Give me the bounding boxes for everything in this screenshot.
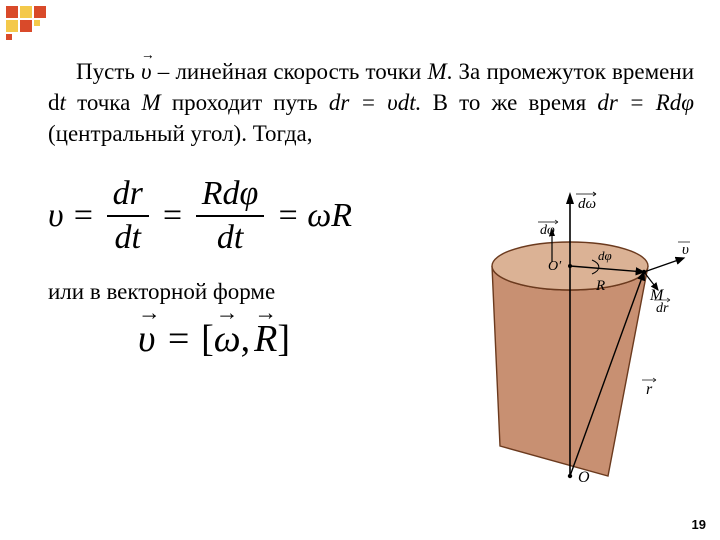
t-M: М — [427, 59, 446, 84]
corner-logo — [6, 6, 62, 44]
eq-inline1: dr = υdt. — [329, 90, 422, 115]
fv-close: ] — [277, 317, 290, 361]
paragraph-1: Пусть υ – линейная скорость точки М. За … — [48, 56, 694, 149]
f-omegaR: ωR — [307, 197, 352, 235]
f-dr: dr — [107, 175, 149, 217]
rotation-diagram: dωdφO′RdφMυdrrO — [470, 186, 690, 501]
svg-text:R: R — [595, 278, 605, 294]
svg-text:dω: dω — [578, 196, 596, 212]
fv-eq: = — [165, 317, 191, 361]
f-dt1: dt — [107, 217, 149, 257]
t-p1f: В то же время — [421, 90, 597, 115]
f-eq1: = — [72, 197, 95, 235]
svg-text:dr: dr — [656, 301, 669, 316]
svg-text:dφ: dφ — [598, 248, 612, 263]
frac-1: dr dt — [107, 175, 149, 257]
t-p1g: (центральный угол). Тогда, — [48, 121, 312, 146]
t-p1d: точка — [66, 90, 142, 115]
svg-text:dφ: dφ — [540, 223, 555, 238]
sym-v: υ — [141, 56, 152, 87]
page-number: 19 — [692, 517, 706, 532]
t-p1b: – линейная скорость точки — [152, 59, 428, 84]
f-eq2: = — [161, 197, 184, 235]
t-M2: М — [142, 90, 161, 115]
f-upsilon: υ — [48, 197, 64, 235]
frac-2: Rdφ dt — [196, 175, 265, 257]
fv-R: R — [254, 317, 277, 361]
fv-comma: , — [241, 317, 251, 361]
eq-inline2: dr = Rdφ — [597, 90, 694, 115]
f-rdphi: Rdφ — [196, 175, 265, 217]
f-eq3: = — [276, 197, 299, 235]
f-dt2: dt — [196, 217, 265, 257]
fv-upsilon: υ — [138, 317, 155, 361]
fv-omega: ω — [214, 317, 241, 361]
fv-open: [ — [201, 317, 214, 361]
svg-text:O′: O′ — [548, 259, 562, 274]
svg-text:r: r — [646, 381, 653, 398]
svg-text:υ: υ — [682, 242, 689, 258]
t-p1a: Пусть — [76, 59, 141, 84]
t-p1e: проходит путь — [161, 90, 329, 115]
svg-text:O: O — [578, 469, 590, 486]
